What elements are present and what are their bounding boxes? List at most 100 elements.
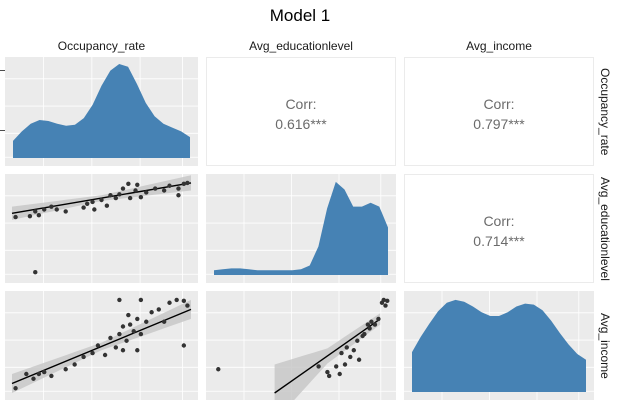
regression-line bbox=[11, 308, 192, 385]
data-point bbox=[13, 386, 18, 391]
density-area-Occupancy_rate bbox=[13, 63, 190, 159]
row-strip-avg-educationlevel: Avg_educationlevel bbox=[598, 176, 612, 281]
data-point bbox=[27, 213, 33, 219]
data-point bbox=[135, 348, 140, 353]
data-point bbox=[135, 182, 140, 187]
scatter-plot-edu-income bbox=[206, 291, 396, 400]
data-point bbox=[120, 186, 126, 191]
data-point bbox=[42, 369, 47, 375]
data-point bbox=[334, 364, 339, 369]
data-point bbox=[126, 312, 131, 318]
data-point bbox=[104, 203, 110, 208]
data-point bbox=[49, 373, 54, 379]
scatter-panel-occ-income bbox=[5, 291, 198, 400]
data-point bbox=[344, 345, 349, 350]
data-point bbox=[124, 338, 129, 343]
data-point bbox=[138, 194, 144, 200]
scatter-panel-edu-income bbox=[206, 291, 396, 400]
data-point bbox=[108, 335, 113, 341]
data-point bbox=[181, 343, 187, 348]
data-point bbox=[362, 331, 367, 337]
data-point bbox=[54, 207, 59, 212]
row-strip-avg-educationlevel-wrap: Avg_educationlevel bbox=[592, 174, 618, 283]
data-point bbox=[13, 214, 18, 220]
density-plot-avg-income bbox=[404, 291, 594, 400]
data-point bbox=[135, 316, 140, 322]
data-point bbox=[36, 371, 42, 377]
col-strip-avg-income: Avg_income bbox=[466, 39, 532, 53]
data-point bbox=[174, 297, 179, 303]
data-point bbox=[372, 322, 378, 327]
row-strip-avg-income: Avg_income bbox=[598, 312, 612, 379]
density-panel-avg-income bbox=[404, 291, 594, 400]
data-point bbox=[144, 190, 149, 195]
data-point bbox=[316, 364, 321, 369]
data-point bbox=[381, 297, 386, 303]
data-point bbox=[161, 319, 167, 324]
data-point bbox=[36, 213, 42, 218]
data-point bbox=[156, 307, 161, 312]
data-point bbox=[356, 357, 362, 362]
data-point bbox=[117, 331, 122, 337]
data-point bbox=[138, 331, 144, 337]
data-point bbox=[176, 186, 181, 191]
data-point bbox=[120, 348, 126, 353]
data-point bbox=[49, 204, 54, 209]
data-point bbox=[337, 371, 342, 377]
data-point bbox=[342, 362, 348, 367]
corr-label: Corr: bbox=[285, 96, 317, 112]
data-point bbox=[81, 354, 86, 360]
corr-label: Corr: bbox=[483, 213, 515, 229]
data-point bbox=[120, 324, 126, 329]
data-point bbox=[127, 195, 133, 201]
data-point bbox=[153, 186, 158, 191]
row-strip-occupancy-rate: Occupancy_rate bbox=[598, 67, 612, 156]
data-point bbox=[92, 207, 97, 212]
corr-value: 0.714*** bbox=[473, 233, 525, 249]
data-point bbox=[133, 188, 138, 193]
data-point bbox=[369, 319, 374, 324]
data-point bbox=[108, 193, 113, 198]
data-point bbox=[99, 197, 104, 203]
row-strip-occupancy-rate-wrap: Occupancy_rate bbox=[592, 57, 618, 166]
scatter-plot-occ-income bbox=[5, 291, 198, 400]
chart-title: Model 1 bbox=[269, 6, 331, 25]
row-strip-avg-income-wrap: Avg_income bbox=[592, 291, 618, 400]
corr-value: 0.616*** bbox=[275, 116, 327, 132]
scatter-plot-occ-edu bbox=[5, 174, 198, 283]
data-point bbox=[365, 322, 371, 327]
density-plot-occupancy-rate bbox=[5, 57, 198, 166]
data-point bbox=[138, 297, 144, 303]
corr-panel-edu-income: Corr: 0.714*** bbox=[404, 174, 594, 283]
data-point bbox=[33, 209, 38, 214]
density-area-Avg_educationlevel bbox=[214, 181, 388, 275]
data-point bbox=[376, 316, 381, 322]
y-tick bbox=[0, 70, 5, 71]
data-point bbox=[113, 345, 119, 350]
data-point bbox=[351, 348, 356, 353]
data-point bbox=[117, 297, 122, 303]
data-point bbox=[95, 343, 101, 348]
corr-panel-occ-edu: Corr: 0.616*** bbox=[206, 57, 396, 166]
data-point bbox=[63, 367, 68, 372]
data-point bbox=[176, 193, 181, 198]
scatter-panel-occ-edu bbox=[5, 174, 198, 283]
data-point bbox=[385, 298, 390, 304]
density-area-Avg_income bbox=[412, 299, 586, 392]
data-point bbox=[42, 207, 47, 212]
data-point bbox=[161, 188, 167, 193]
data-point bbox=[167, 300, 172, 305]
data-point bbox=[72, 362, 77, 367]
data-point bbox=[181, 181, 187, 187]
data-point bbox=[127, 322, 133, 327]
data-point bbox=[149, 310, 154, 315]
data-point bbox=[31, 376, 36, 381]
data-point bbox=[383, 303, 388, 308]
data-point bbox=[185, 303, 190, 308]
data-point bbox=[167, 183, 172, 188]
data-point bbox=[113, 195, 119, 201]
data-point bbox=[102, 352, 108, 358]
data-point bbox=[131, 329, 136, 334]
data-point bbox=[181, 298, 187, 304]
data-point bbox=[90, 350, 95, 356]
